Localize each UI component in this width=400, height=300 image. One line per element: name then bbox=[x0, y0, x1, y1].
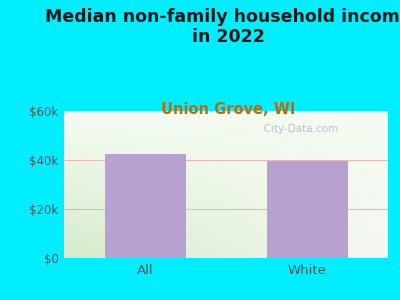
Text: Median non-family household income
in 2022: Median non-family household income in 20… bbox=[45, 8, 400, 46]
Bar bbox=[266, 161, 348, 258]
Text: City-Data.com: City-Data.com bbox=[257, 124, 338, 134]
Bar bbox=[104, 154, 186, 258]
Text: Union Grove, WI: Union Grove, WI bbox=[161, 102, 295, 117]
